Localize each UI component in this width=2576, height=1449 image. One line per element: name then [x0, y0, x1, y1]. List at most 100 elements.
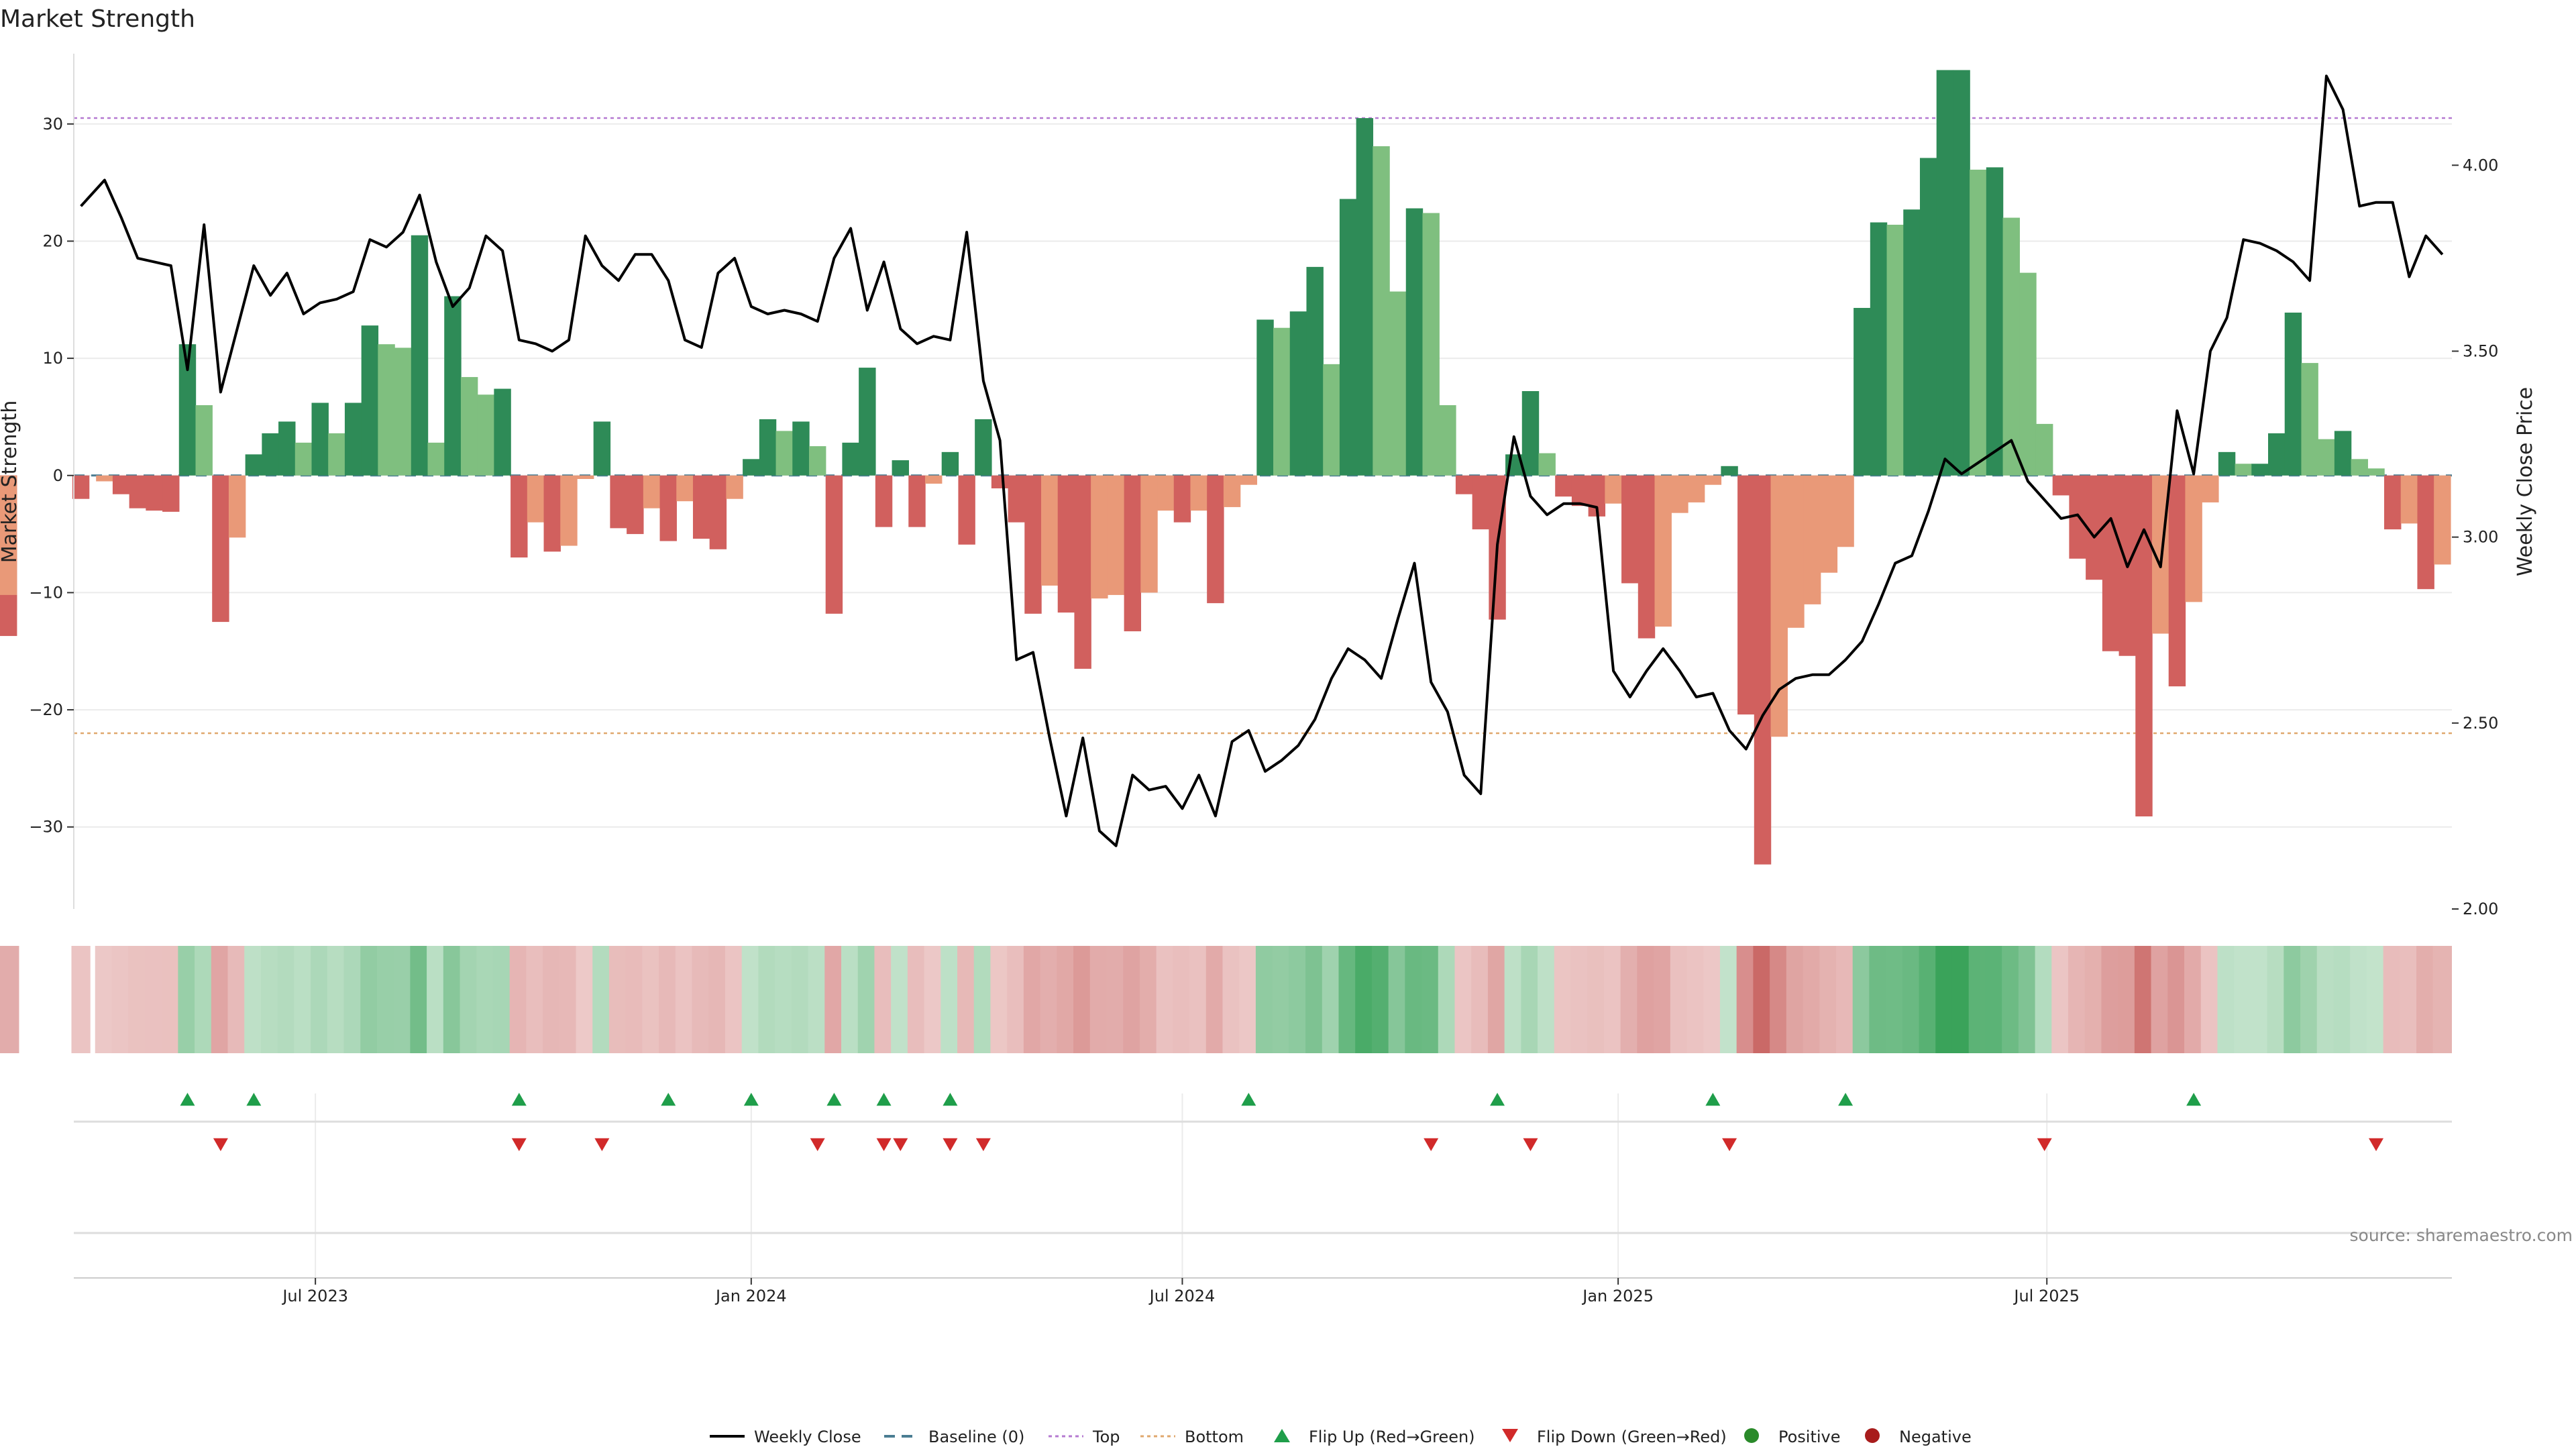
heat-cell [1637, 946, 1656, 1053]
heat-cell [1670, 946, 1690, 1053]
legend-label: Bottom [1185, 1428, 1244, 1446]
strength-bar [1207, 475, 1224, 604]
heat-cell [973, 946, 993, 1053]
flip-up-marker [180, 1093, 195, 1106]
flip-up-marker [826, 1093, 842, 1106]
heat-cell [1388, 946, 1407, 1053]
heat-cell [675, 946, 695, 1053]
strength-bar [278, 421, 296, 476]
strength-bar [1405, 208, 1424, 476]
heat-cell [2051, 946, 2071, 1053]
strength-bar [1970, 169, 1987, 476]
heat-cell [1753, 946, 1772, 1053]
strength-bar [1737, 475, 1755, 715]
strength-bar [2185, 475, 2202, 602]
heat-cell [1620, 946, 1640, 1053]
strength-bar [1356, 118, 1374, 476]
strength-bar [378, 344, 395, 476]
strength-bar [1953, 70, 1970, 476]
strength-bar [560, 475, 578, 546]
heat-cell [2366, 946, 2386, 1053]
flip-up-marker [661, 1093, 676, 1106]
strength-bar [2251, 464, 2269, 476]
heat-cell [144, 946, 164, 1053]
y2-tick-label: 2.50 [2463, 714, 2498, 733]
heat-cell [841, 946, 861, 1053]
strength-bar [2417, 475, 2434, 590]
flip-up-marker [943, 1093, 958, 1106]
strength-bar [1936, 70, 1954, 476]
heat-cell [1355, 946, 1375, 1053]
strength-bar [859, 368, 876, 476]
strength-bar [1173, 475, 1191, 523]
heat-cell [1835, 946, 1856, 1053]
flip-up-marker [511, 1093, 527, 1106]
x-tick-label: Jul 2023 [281, 1287, 348, 1305]
flip-down-marker [975, 1138, 991, 1151]
heat-cell [1554, 946, 1574, 1053]
axes: 30 20 10 0 −10 −20 −30 4.00 3.50 3.00 2.50 2.00 Jul … [29, 54, 2498, 1305]
heat-cell [1686, 946, 1706, 1053]
strength-bar [2202, 475, 2219, 502]
heat-cell [1454, 946, 1474, 1053]
legend-item: Flip Down (Green→Red) [1502, 1428, 1727, 1446]
strength-bar [1124, 475, 1142, 632]
heat-cell [1156, 946, 1175, 1053]
strength-heat-strip [0, 946, 2452, 1053]
flip-up-marker [246, 1093, 262, 1106]
heat-cell [2284, 946, 2303, 1053]
strength-bar [146, 475, 163, 511]
strength-bar [1157, 475, 1175, 511]
legend-swatch [1744, 1428, 1759, 1443]
heat-cell [1305, 946, 1325, 1053]
source-credit: source: sharemaestro.com [2350, 1226, 2573, 1245]
strength-bar [212, 475, 229, 623]
heat-cell [1487, 946, 1507, 1053]
heat-cell [2300, 946, 2320, 1053]
heat-cell [327, 946, 347, 1053]
strength-bar [1256, 319, 1274, 476]
y-tick-label: 0 [53, 466, 63, 485]
strength-bar [1820, 475, 1838, 573]
x-tick-label: Jul 2025 [2012, 1287, 2080, 1305]
strength-bar [195, 405, 213, 476]
flip-down-marker [943, 1138, 958, 1151]
strength-bar [1538, 453, 1556, 476]
strength-bar [908, 475, 926, 527]
strength-bar [924, 475, 943, 484]
strength-bar [2002, 217, 2020, 476]
strength-bar [1240, 475, 1258, 485]
heat-cell [907, 946, 927, 1053]
strength-bar [1455, 475, 1473, 494]
heat-cell [1040, 946, 1059, 1053]
strength-bar [1024, 475, 1042, 614]
y2-axis-label: Weekly Close Price [2514, 387, 2537, 576]
y-tick-label: −20 [29, 700, 63, 719]
heat-cell [1902, 946, 1922, 1053]
heat-cell [891, 946, 910, 1053]
heat-cell [161, 946, 180, 1053]
heat-cell [1654, 946, 1673, 1053]
heat-cell [460, 946, 479, 1053]
strength-bar [991, 475, 1009, 488]
heat-cell [559, 946, 579, 1053]
strength-bar [1306, 266, 1324, 476]
heat-cell [724, 946, 745, 1053]
heat-cell [2035, 946, 2054, 1053]
legend-swatch [1274, 1429, 1290, 1442]
strength-bar [1571, 475, 1589, 506]
heat-cell [2432, 946, 2452, 1053]
flip-up-marker [876, 1093, 892, 1106]
strength-bar [427, 442, 445, 476]
heat-cell [692, 946, 711, 1053]
strength-bar [2235, 464, 2252, 476]
strength-bar [1091, 475, 1108, 599]
legend-label: Flip Down (Green→Red) [1537, 1428, 1727, 1446]
heat-cell [443, 946, 463, 1053]
strength-bar [0, 475, 17, 595]
heat-cell [543, 946, 562, 1053]
heat-cell [427, 946, 446, 1053]
heat-cell [1189, 946, 1209, 1053]
strength-bar [576, 475, 594, 480]
flip-down-marker [2037, 1138, 2052, 1151]
